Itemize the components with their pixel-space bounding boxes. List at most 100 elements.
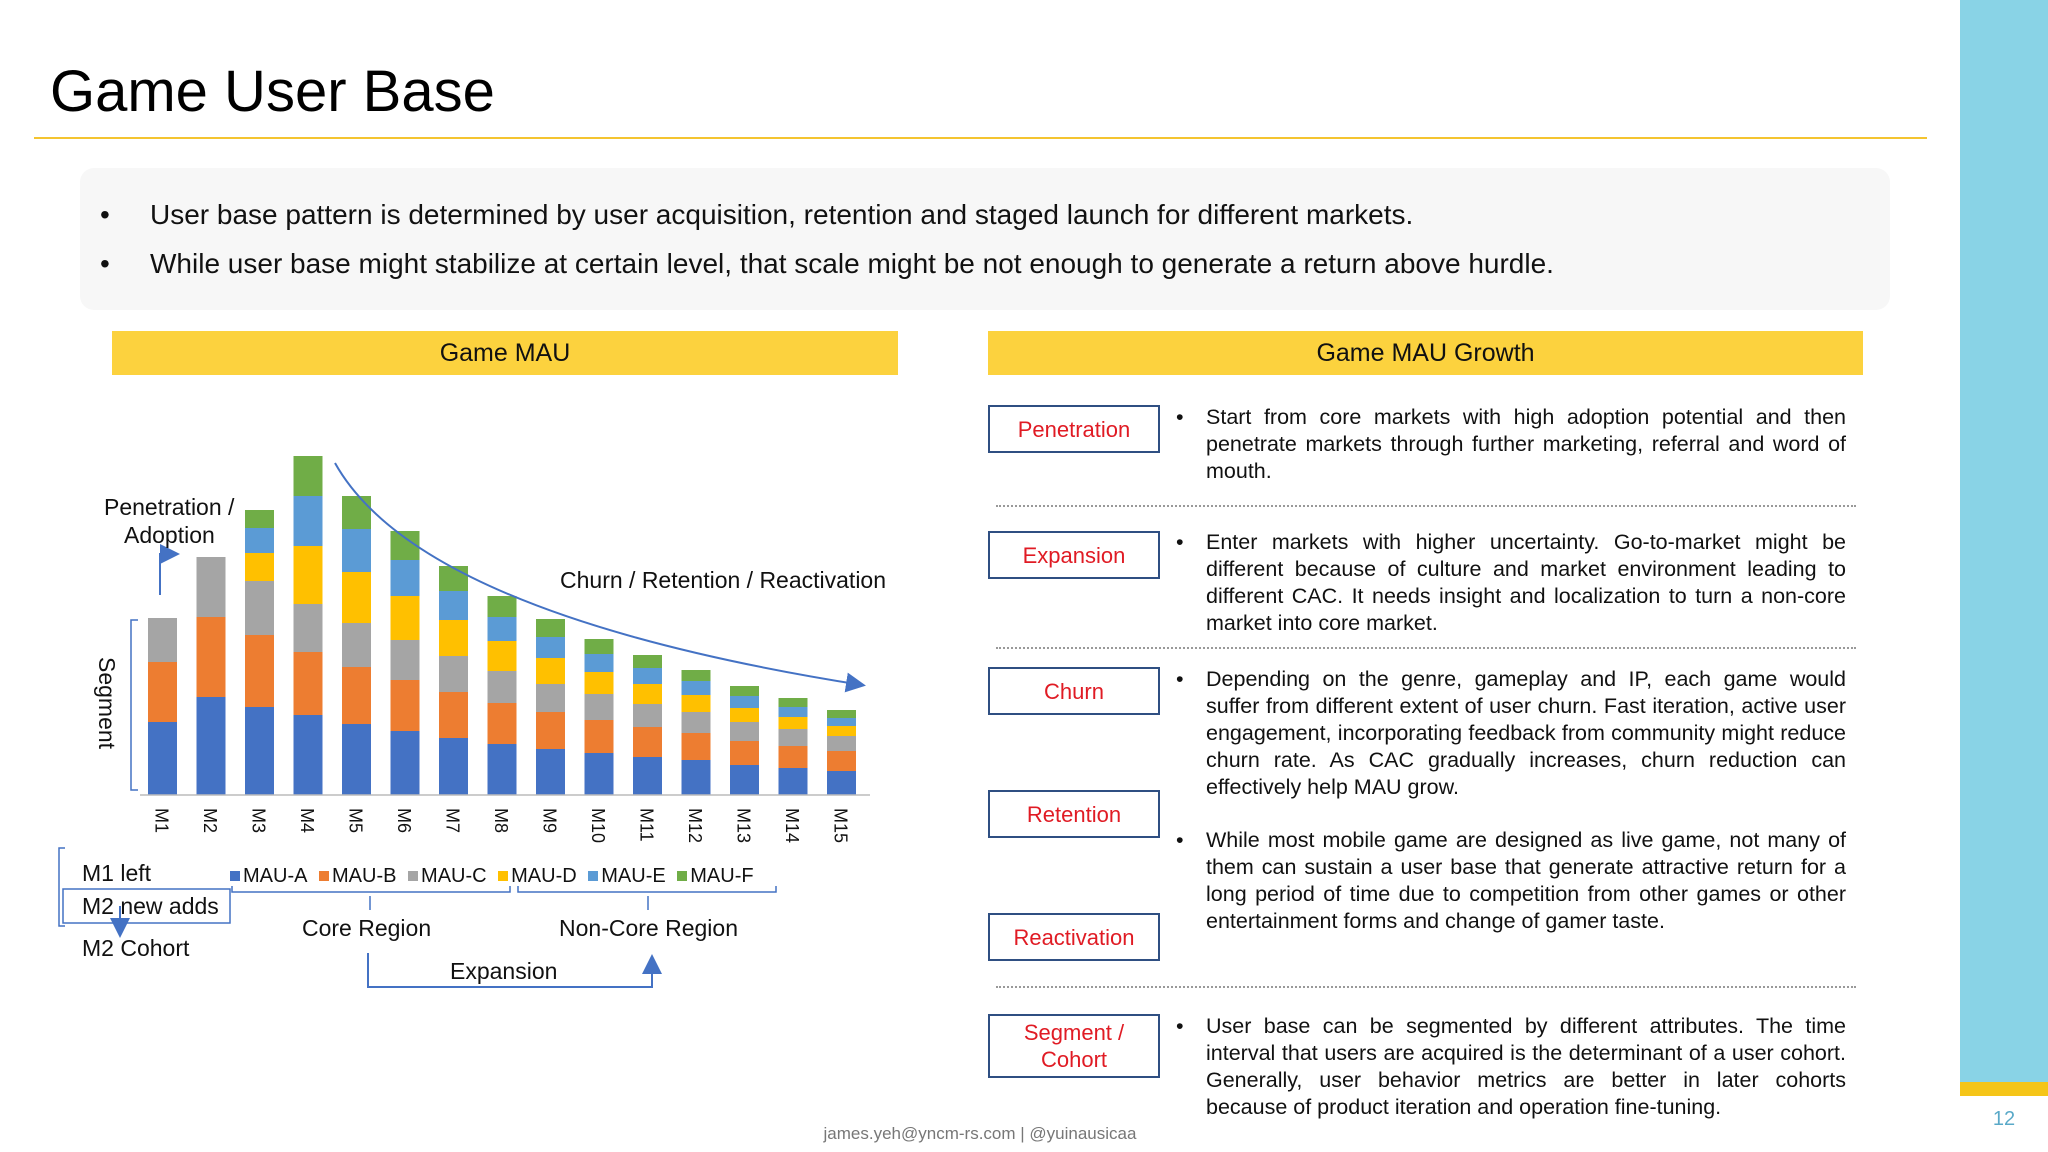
category-expansion: Expansion: [988, 531, 1160, 579]
m1-left-label: M1 left: [82, 860, 152, 886]
bar-segment-mau-d-m3: [245, 553, 274, 581]
bar-segment-mau-c-m1: [148, 618, 177, 662]
churn-label: Churn / Retention / Reactivation: [560, 567, 887, 593]
legend-label: MAU-E: [601, 864, 666, 887]
bar-segment-mau-e-m8: [487, 617, 517, 641]
separator: [996, 986, 1856, 988]
category-churn: Churn: [988, 667, 1160, 715]
bar-segment-mau-d-m9: [536, 658, 565, 684]
noncore-region-label: Non-Core Region: [559, 915, 738, 941]
legend-label: MAU-F: [690, 864, 754, 887]
bar-segment-mau-f-m12: [681, 670, 711, 681]
legend-item-mau-d: MAU-D: [498, 865, 577, 888]
penetration-label: Penetration /: [104, 494, 235, 520]
x-tick-label: M7: [443, 808, 463, 833]
bar-segment-mau-d-m13: [730, 708, 759, 722]
bar-segment-mau-f-m9: [536, 619, 565, 637]
bar-segment-mau-a-m15: [827, 771, 856, 795]
bar-segment-mau-e-m13: [730, 696, 759, 708]
bar-segment-mau-b-m2: [196, 617, 226, 697]
x-tick-label: M4: [297, 808, 317, 833]
bar-segment-mau-d-m4: [293, 546, 323, 604]
segment-bracket: [130, 619, 138, 791]
legend-label: MAU-A: [243, 864, 308, 887]
noncore-region-bracket: [517, 886, 777, 893]
bar-segment-mau-e-m4: [293, 496, 323, 546]
bar-segment-mau-b-m1: [148, 662, 177, 722]
bar-segment-mau-f-m3: [245, 510, 274, 528]
legend-item-mau-b: MAU-B: [319, 865, 396, 888]
x-tick-label: M2: [200, 808, 220, 833]
category-reactivation: Reactivation: [988, 913, 1160, 961]
bar-segment-mau-f-m7: [439, 566, 468, 591]
intro-bullet: • While user base might stabilize at cert…: [100, 248, 1554, 279]
x-tick-label: M15: [831, 808, 851, 843]
bar-segment-mau-b-m5: [342, 667, 371, 724]
bar-segment-mau-f-m11: [633, 655, 662, 668]
sidebar-decoration: [1960, 0, 2048, 1152]
bar-segment-mau-c-m10: [584, 694, 614, 720]
m2-new-adds-box: [62, 888, 231, 924]
bar-segment-mau-a-m3: [245, 707, 274, 795]
intro-panel: [80, 168, 1890, 310]
desc-text: User base can be segmented by different …: [1206, 1014, 1846, 1119]
bar-segment-mau-d-m15: [827, 726, 856, 736]
bar-segment-mau-c-m14: [778, 729, 808, 746]
bar-segment-mau-d-m12: [681, 695, 711, 712]
bar-segment-mau-e-m15: [827, 718, 856, 726]
page-title: Game User Base: [50, 59, 495, 124]
category-retention: Retention: [988, 790, 1160, 838]
separator: [996, 505, 1856, 507]
x-tick-label: M9: [540, 808, 560, 833]
churn-curve-arrow: [334, 462, 866, 693]
bar-segment-mau-b-m9: [536, 712, 565, 749]
bar-segment-mau-b-m14: [778, 746, 808, 768]
footer-contact: james.yeh@yncm-rs.com | @yuinausicaa: [823, 1124, 1137, 1143]
bar-segment-mau-e-m14: [778, 707, 808, 717]
legend-item-mau-e: MAU-E: [588, 864, 666, 888]
legend-item-mau-c: MAU-C: [408, 865, 487, 888]
bar-segment-mau-f-m8: [487, 596, 517, 617]
expansion-label: Expansion: [450, 958, 558, 984]
m2-new-adds-label: M2 new adds: [82, 893, 219, 919]
chart-legend: MAU-A MAU-B MAU-C MAU-D MAU-E MAU-F: [230, 864, 760, 888]
bar-segment-mau-f-m10: [584, 639, 614, 654]
x-tick-label: M8: [491, 808, 511, 833]
bar-segment-mau-f-m4: [293, 456, 323, 496]
bar-segment-mau-c-m15: [827, 736, 856, 751]
intro-bullet: • User base pattern is determined by user…: [100, 199, 1414, 230]
adoption-label: Adoption: [124, 522, 215, 548]
expansion-arrow: [367, 953, 662, 988]
segment-axis-label: Segment: [94, 657, 120, 750]
category-penetration: Penetration: [988, 405, 1160, 453]
bar-segment-mau-a-m10: [584, 753, 614, 795]
bar-segment-mau-b-m7: [439, 692, 468, 738]
bar-segment-mau-c-m11: [633, 704, 662, 727]
bar-segment-mau-d-m7: [439, 620, 468, 656]
sidebar-accent-band: [1960, 1082, 2048, 1096]
legend-label: MAU-B: [332, 864, 397, 887]
bar-segment-mau-c-m12: [681, 712, 711, 733]
bar-segment-mau-f-m13: [730, 686, 759, 696]
bar-segment-mau-a-m11: [633, 757, 662, 795]
bar-segment-mau-c-m6: [390, 640, 420, 680]
bar-segment-mau-f-m5: [342, 496, 371, 529]
bar-segment-mau-a-m14: [778, 768, 808, 795]
bar-segment-mau-b-m10: [584, 720, 614, 753]
core-region-label: Core Region: [302, 915, 432, 941]
bar-segment-mau-d-m8: [487, 641, 517, 671]
bar-segment-mau-a-m2: [196, 697, 226, 795]
bar-segment-mau-d-m11: [633, 684, 662, 704]
bar-segment-mau-e-m11: [633, 668, 662, 684]
bar-segment-mau-b-m8: [487, 703, 517, 744]
core-region-bracket: [231, 886, 511, 893]
bar-segment-mau-a-m4: [293, 715, 323, 795]
legend-item-mau-a: MAU-A: [230, 865, 307, 888]
bar-segment-mau-e-m3: [245, 528, 274, 553]
title-divider: [34, 137, 1927, 139]
legend-label: MAU-D: [511, 864, 577, 887]
bar-segment-mau-e-m5: [342, 529, 371, 572]
m2-cohort-label: M2 Cohort: [82, 935, 190, 961]
bar-segment-mau-d-m14: [778, 717, 808, 729]
sidebar-bottom: [1960, 1096, 2048, 1152]
